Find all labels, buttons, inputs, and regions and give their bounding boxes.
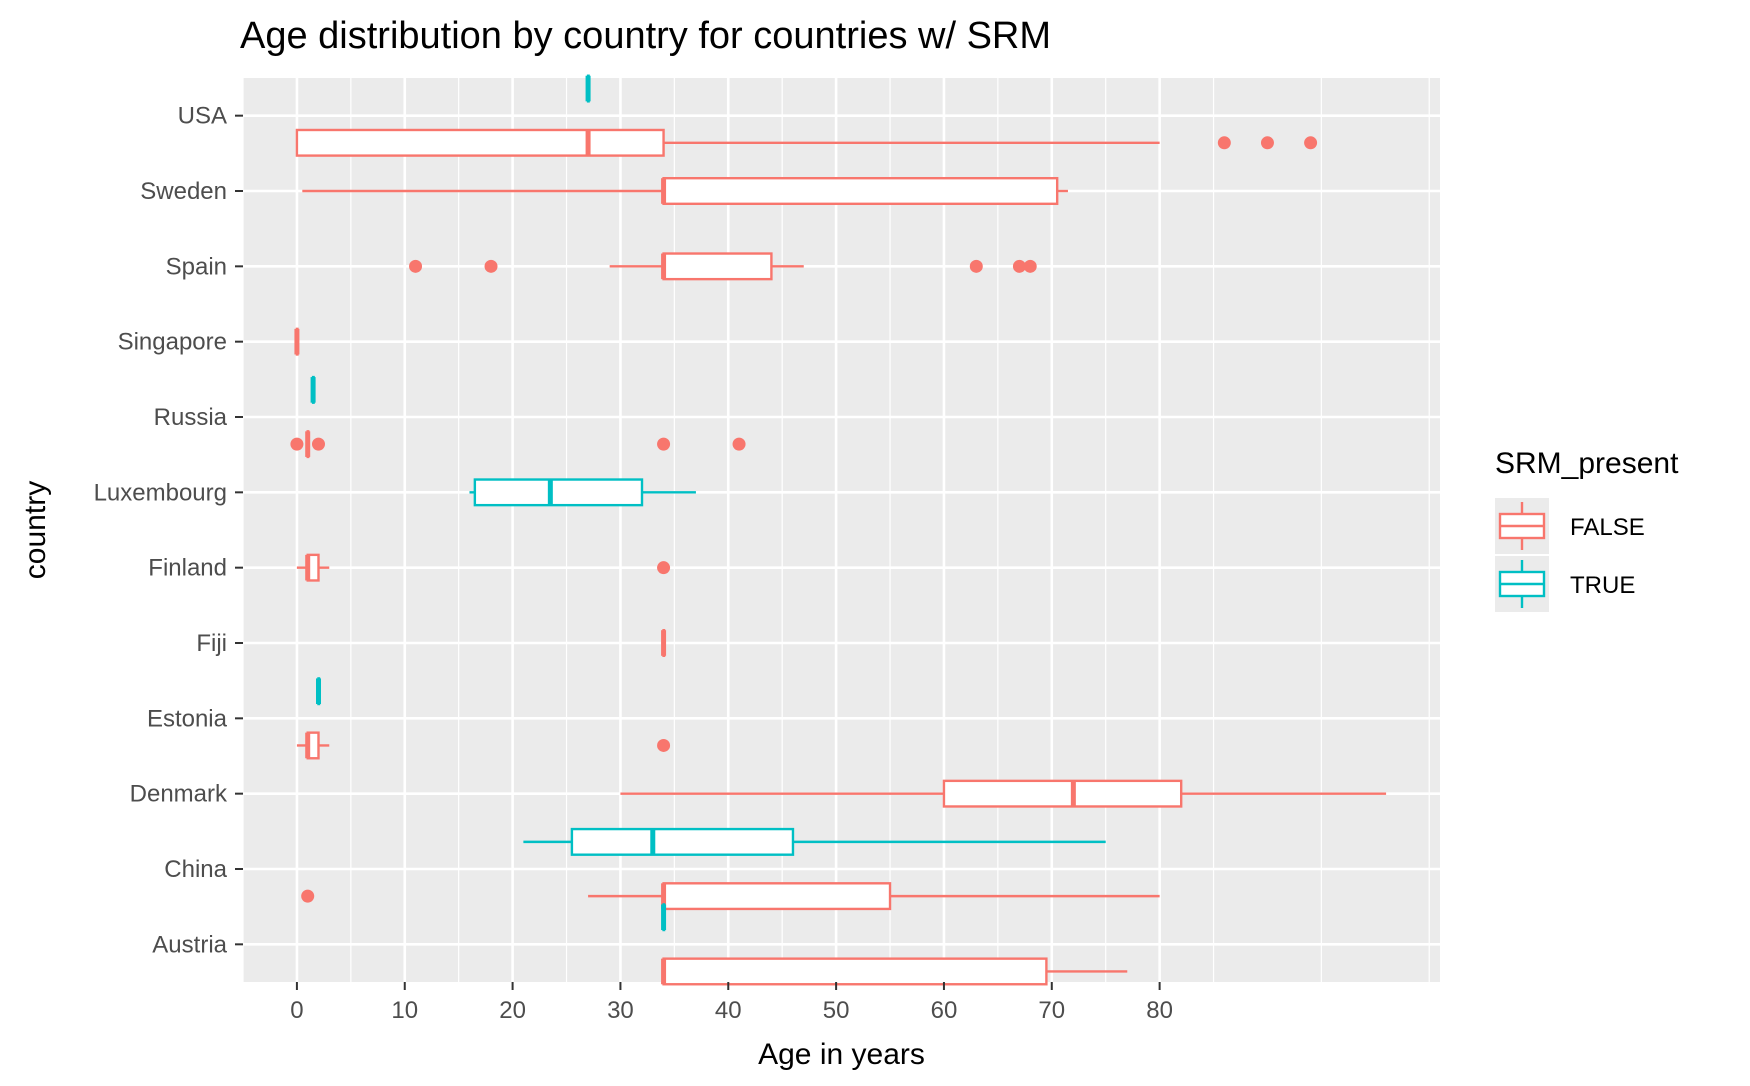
outlier-point [409,259,423,273]
outlier-point [290,437,304,451]
x-tick-label: 40 [715,997,742,1024]
outlier-point [657,561,671,575]
outlier-point [1304,136,1318,150]
box-china-false [301,882,1160,911]
axis-layer: 0 10 20 30 40 50 60 70 80 USA Sweden Spain Singapore… [94,103,1173,1024]
box-fiji-false [661,628,667,658]
box-sweden-false [302,176,1068,206]
box-estonia-false [296,731,671,760]
y-tick-label: Russia [154,404,228,431]
box-usa-false [295,128,1318,157]
y-tick-label: Luxembourg [94,479,227,506]
box-russia-true [310,375,316,404]
legend-label: TRUE [1570,572,1635,599]
x-tick-label: 10 [391,997,418,1024]
y-axis-title: country [19,481,52,579]
box-iqr [662,176,1059,206]
y-tick-label: Austria [152,931,227,958]
outlier-point [732,437,746,451]
box-china-true [523,827,1106,856]
box-russia-false [290,430,746,459]
outlier-point [301,889,315,903]
y-tick-label: USA [178,103,227,130]
y-tick-label: Spain [166,253,227,280]
y-tick-label: Denmark [130,781,228,808]
legend-title: SRM_present [1495,447,1679,480]
box-spain-false [409,252,1037,281]
x-tick-label: 50 [823,997,850,1024]
box-iqr [295,128,665,157]
x-tick-label: 0 [290,997,303,1024]
box-denmark-false [620,779,1387,808]
x-tick-label: 60 [931,997,958,1024]
chart-title: Age distribution by country for countrie… [240,15,1051,57]
y-tick-label: Singapore [118,329,227,356]
x-tick-label: 70 [1038,997,1065,1024]
outlier-point [657,738,671,752]
box-iqr [662,252,773,281]
outlier-point [969,259,983,273]
y-tick-label: Fiji [196,630,227,657]
y-tick-label: Sweden [140,178,227,205]
outlier-point [1023,259,1037,273]
outlier-point [657,437,671,451]
x-tick-label: 80 [1146,997,1173,1024]
box-iqr [473,478,644,507]
x-axis-title: Age in years [758,1038,925,1071]
box-iqr [570,827,795,856]
box-iqr [662,882,892,911]
y-tick-label: Estonia [147,705,228,732]
plot-panel [243,78,1440,982]
outlier-point [484,259,498,273]
box-singapore-false [294,327,300,356]
outlier-point [311,437,325,451]
box-usa-true [585,74,591,103]
box-austria-true [661,903,667,932]
outlier-point [1217,136,1231,150]
box-iqr [662,957,1048,986]
box-estonia-true [315,677,321,706]
box-finland-false [296,553,671,582]
x-tick-label: 20 [499,997,526,1024]
box-iqr [942,779,1183,808]
y-tick-label: Finland [148,555,227,582]
marks-layer [290,74,1387,986]
y-tick-label: China [164,856,227,883]
outlier-point [1012,259,1026,273]
outlier-point [1260,136,1274,150]
box-luxembourg-true [469,478,696,507]
legend-label: FALSE [1570,514,1645,541]
x-tick-label: 30 [607,997,634,1024]
box-austria-false [661,957,1128,986]
legend: SRM_present FALSE TRUE [1495,447,1679,612]
